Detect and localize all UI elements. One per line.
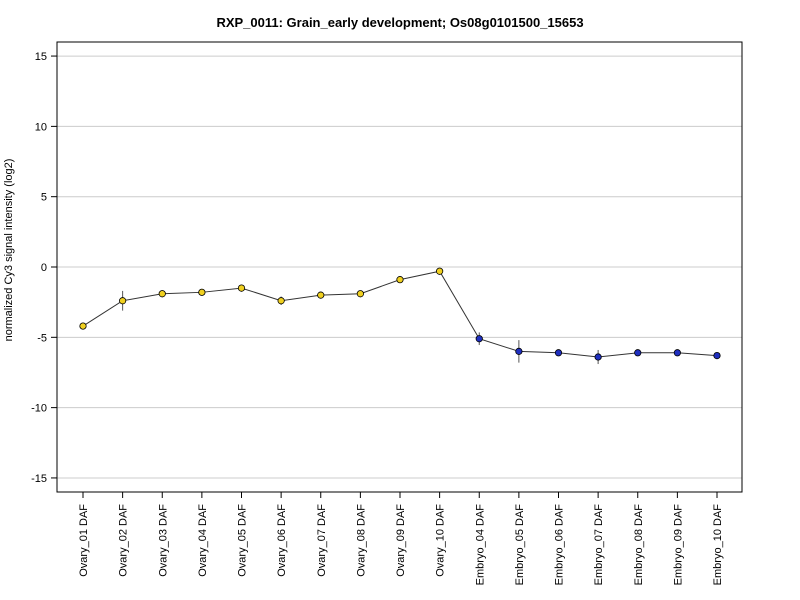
y-axis-label: normalized Cy3 signal intensity (log2) (3, 159, 15, 342)
x-tick-label: Ovary_09 DAF (395, 504, 407, 577)
y-tick-label: 10 (35, 121, 47, 133)
data-point (198, 288, 206, 296)
data-point (673, 349, 681, 357)
x-tick-label: Ovary_03 DAF (157, 504, 169, 577)
x-tick-label: Embryo_04 DAF (474, 504, 486, 586)
y-tick-label: 5 (41, 192, 47, 204)
data-point (515, 347, 523, 355)
x-tick-label: Embryo_05 DAF (514, 504, 526, 586)
y-tick-label: 15 (35, 51, 47, 63)
x-tick-label: Ovary_06 DAF (276, 504, 288, 577)
data-point (119, 297, 127, 305)
x-tick-label: Ovary_10 DAF (435, 504, 447, 577)
data-point (554, 349, 563, 357)
data-point (79, 322, 87, 330)
data-point (713, 351, 721, 360)
x-tick-label: Ovary_08 DAF (355, 504, 367, 577)
x-tick-label: Ovary_02 DAF (118, 504, 130, 577)
data-point (634, 349, 642, 357)
y-tick-label: -5 (37, 332, 47, 344)
series-line (79, 267, 721, 365)
x-axis: Ovary_01 DAF Ovary_02 DAF Ovary_03 DAF Ovar… (78, 492, 724, 585)
y-tick-label: -15 (31, 473, 47, 485)
x-tick-label: Embryo_10 DAF (712, 504, 724, 586)
series-polyline (82, 270, 718, 358)
x-tick-label: Embryo_08 DAF (633, 504, 645, 586)
x-tick-label: Embryo_06 DAF (554, 504, 566, 586)
x-tick-label: Embryo_07 DAF (593, 504, 605, 586)
data-point (594, 353, 602, 361)
x-tick-label: Ovary_04 DAF (197, 504, 209, 577)
data-point (158, 290, 166, 298)
gridlines (57, 55, 742, 479)
data-point (396, 276, 404, 284)
x-tick-label: Ovary_01 DAF (78, 504, 90, 577)
x-tick-label: Ovary_05 DAF (237, 504, 249, 577)
data-point (237, 284, 246, 292)
data-point (277, 297, 285, 305)
data-point (436, 267, 444, 275)
data-point (475, 335, 483, 343)
x-tick-label: Embryo_09 DAF (672, 504, 684, 586)
x-tick-label: Ovary_07 DAF (316, 504, 328, 577)
chart-title: RXP_0011: Grain_early development; Os08g… (216, 15, 583, 30)
data-point (317, 291, 325, 299)
y-tick-label: 0 (41, 262, 47, 274)
data-point (356, 290, 364, 298)
y-axis: 15 10 5 0 -5 -10 -15 (31, 51, 57, 485)
y-tick-label: -10 (31, 403, 47, 415)
